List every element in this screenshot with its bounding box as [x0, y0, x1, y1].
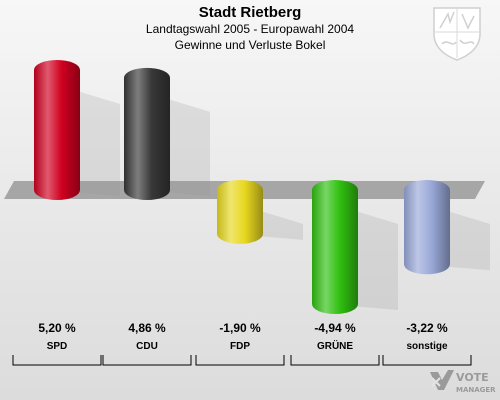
value-label: -4,94 %	[314, 321, 356, 335]
value-label: 5,20 %	[38, 321, 76, 335]
category-bracket	[382, 355, 472, 366]
value-label: 4,86 %	[128, 321, 166, 335]
chart-title: Stadt Rietberg	[198, 4, 302, 21]
category-label: FDP	[230, 341, 250, 352]
logo-word-manager: MANAGER	[456, 386, 496, 394]
bar-cdu	[124, 67, 170, 200]
category-bracket	[102, 355, 192, 366]
value-label: -3,22 %	[406, 321, 448, 335]
value-label: -1,90 %	[219, 321, 261, 335]
votemanager-logo: VOTE MANAGER	[430, 370, 496, 394]
bar-grüne	[312, 180, 358, 314]
category-label: CDU	[136, 341, 158, 352]
category-label: SPD	[47, 341, 68, 352]
bar-sonstige	[404, 180, 450, 275]
bar-spd	[34, 60, 80, 200]
category-bracket	[12, 355, 102, 366]
coat-of-arms-icon	[433, 7, 481, 61]
chart-subtitle-election: Landtagswahl 2005 - Europawahl 2004	[145, 22, 355, 36]
category-bracket	[195, 355, 285, 366]
category-label: sonstige	[406, 341, 448, 352]
category-bracket	[290, 355, 380, 366]
category-label: GRÜNE	[317, 339, 353, 352]
bar-fdp	[217, 180, 263, 244]
chart-subtitle-district: Gewinne und Verluste Bokel	[174, 38, 326, 52]
logo-word-vote: VOTE	[456, 371, 489, 384]
